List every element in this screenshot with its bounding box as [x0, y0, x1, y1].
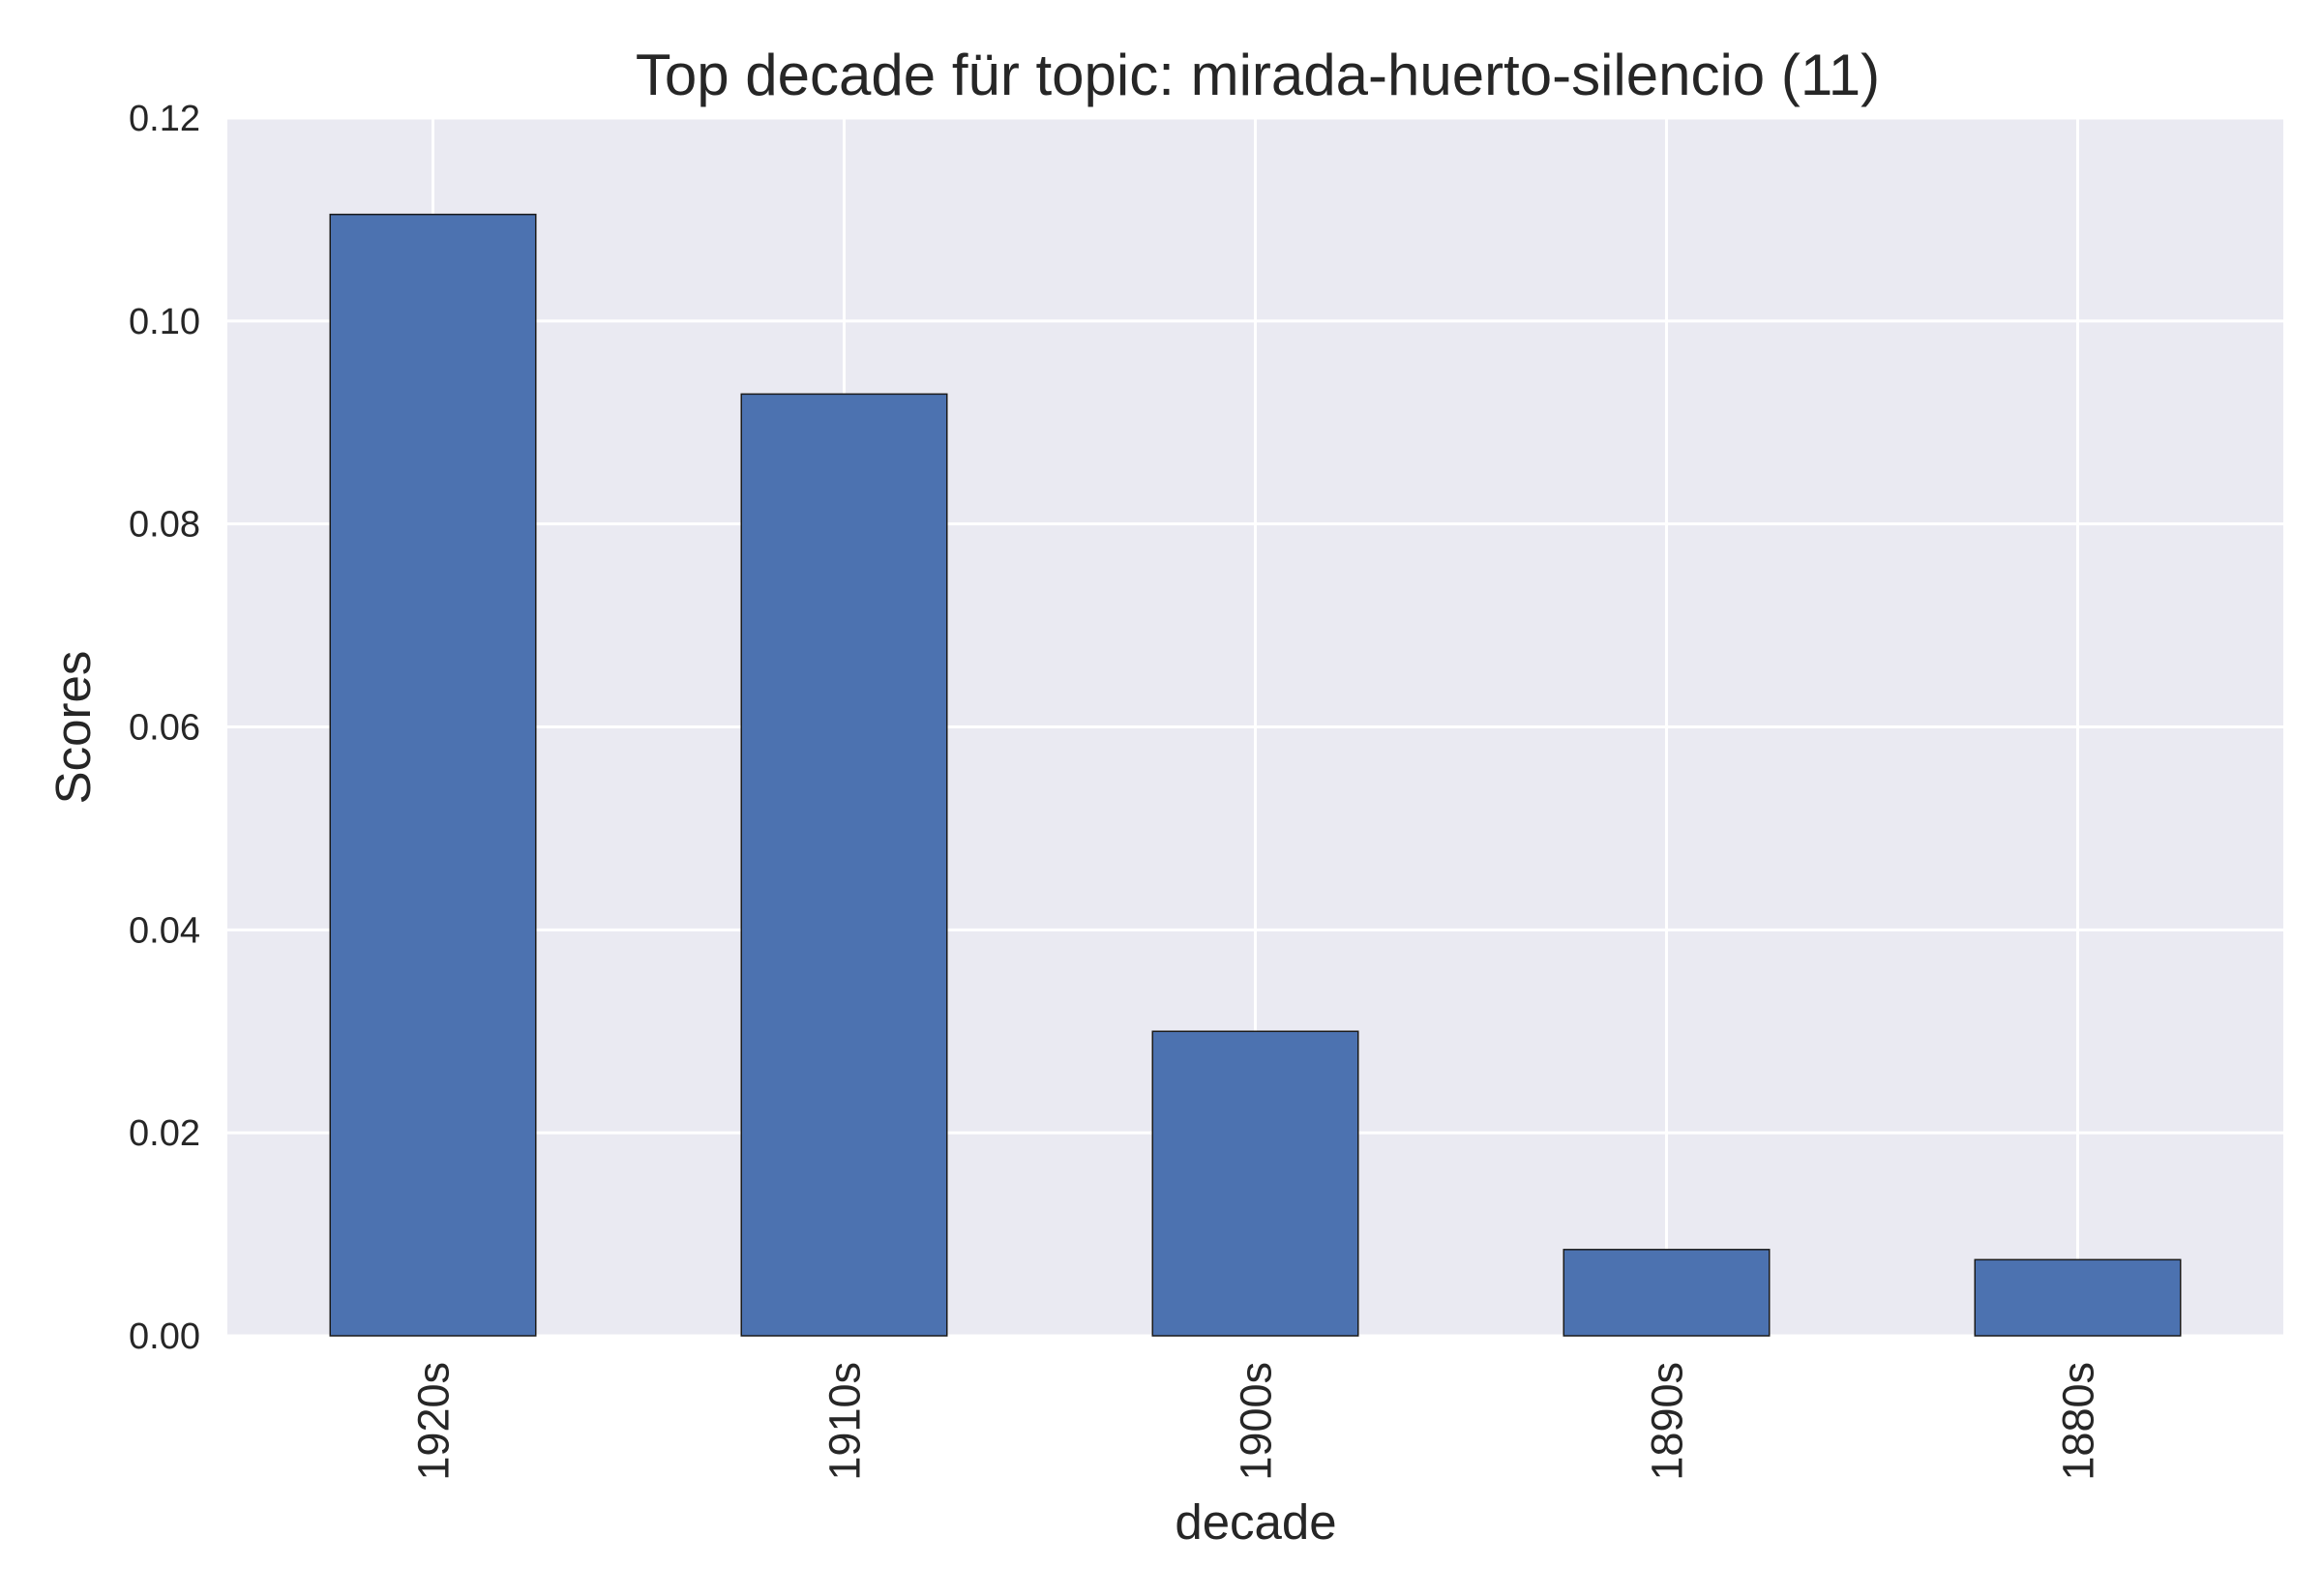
x-tick-label-1900s: 1900s [1232, 1362, 1281, 1481]
y-tick-label: 0.04 [129, 910, 200, 951]
x-tick-label-1920s: 1920s [409, 1362, 459, 1481]
x-tick-label-1890s: 1890s [1643, 1362, 1692, 1481]
y-tick-label: 0.06 [129, 708, 200, 749]
x-tick-label-1910s: 1910s [820, 1362, 870, 1481]
x-tick-labels: 1920s 1910s 1900s 1890s 1880s [409, 1362, 2103, 1481]
x-tick-label-1880s: 1880s [2054, 1362, 2103, 1481]
bar-1920s [329, 213, 537, 1337]
y-tick-label: 0.12 [129, 99, 200, 139]
bar-1910s [740, 393, 948, 1337]
bars [329, 213, 2182, 1337]
bar-1890s [1563, 1249, 1771, 1337]
x-axis-label: decade [1175, 1494, 1336, 1550]
y-tick-label: 0.08 [129, 505, 200, 546]
bar-1880s [1974, 1258, 2182, 1337]
y-tick-label: 0.00 [129, 1316, 200, 1357]
chart-title: Top decade für topic: mirada-huerto-sile… [636, 43, 1880, 107]
y-tick-labels: 0.00 0.02 0.04 0.06 0.08 0.10 0.12 [129, 99, 200, 1357]
bar-1900s [1151, 1030, 1359, 1337]
y-tick-label: 0.10 [129, 302, 200, 342]
y-axis-label: Scores [45, 651, 101, 805]
y-tick-label: 0.02 [129, 1113, 200, 1154]
